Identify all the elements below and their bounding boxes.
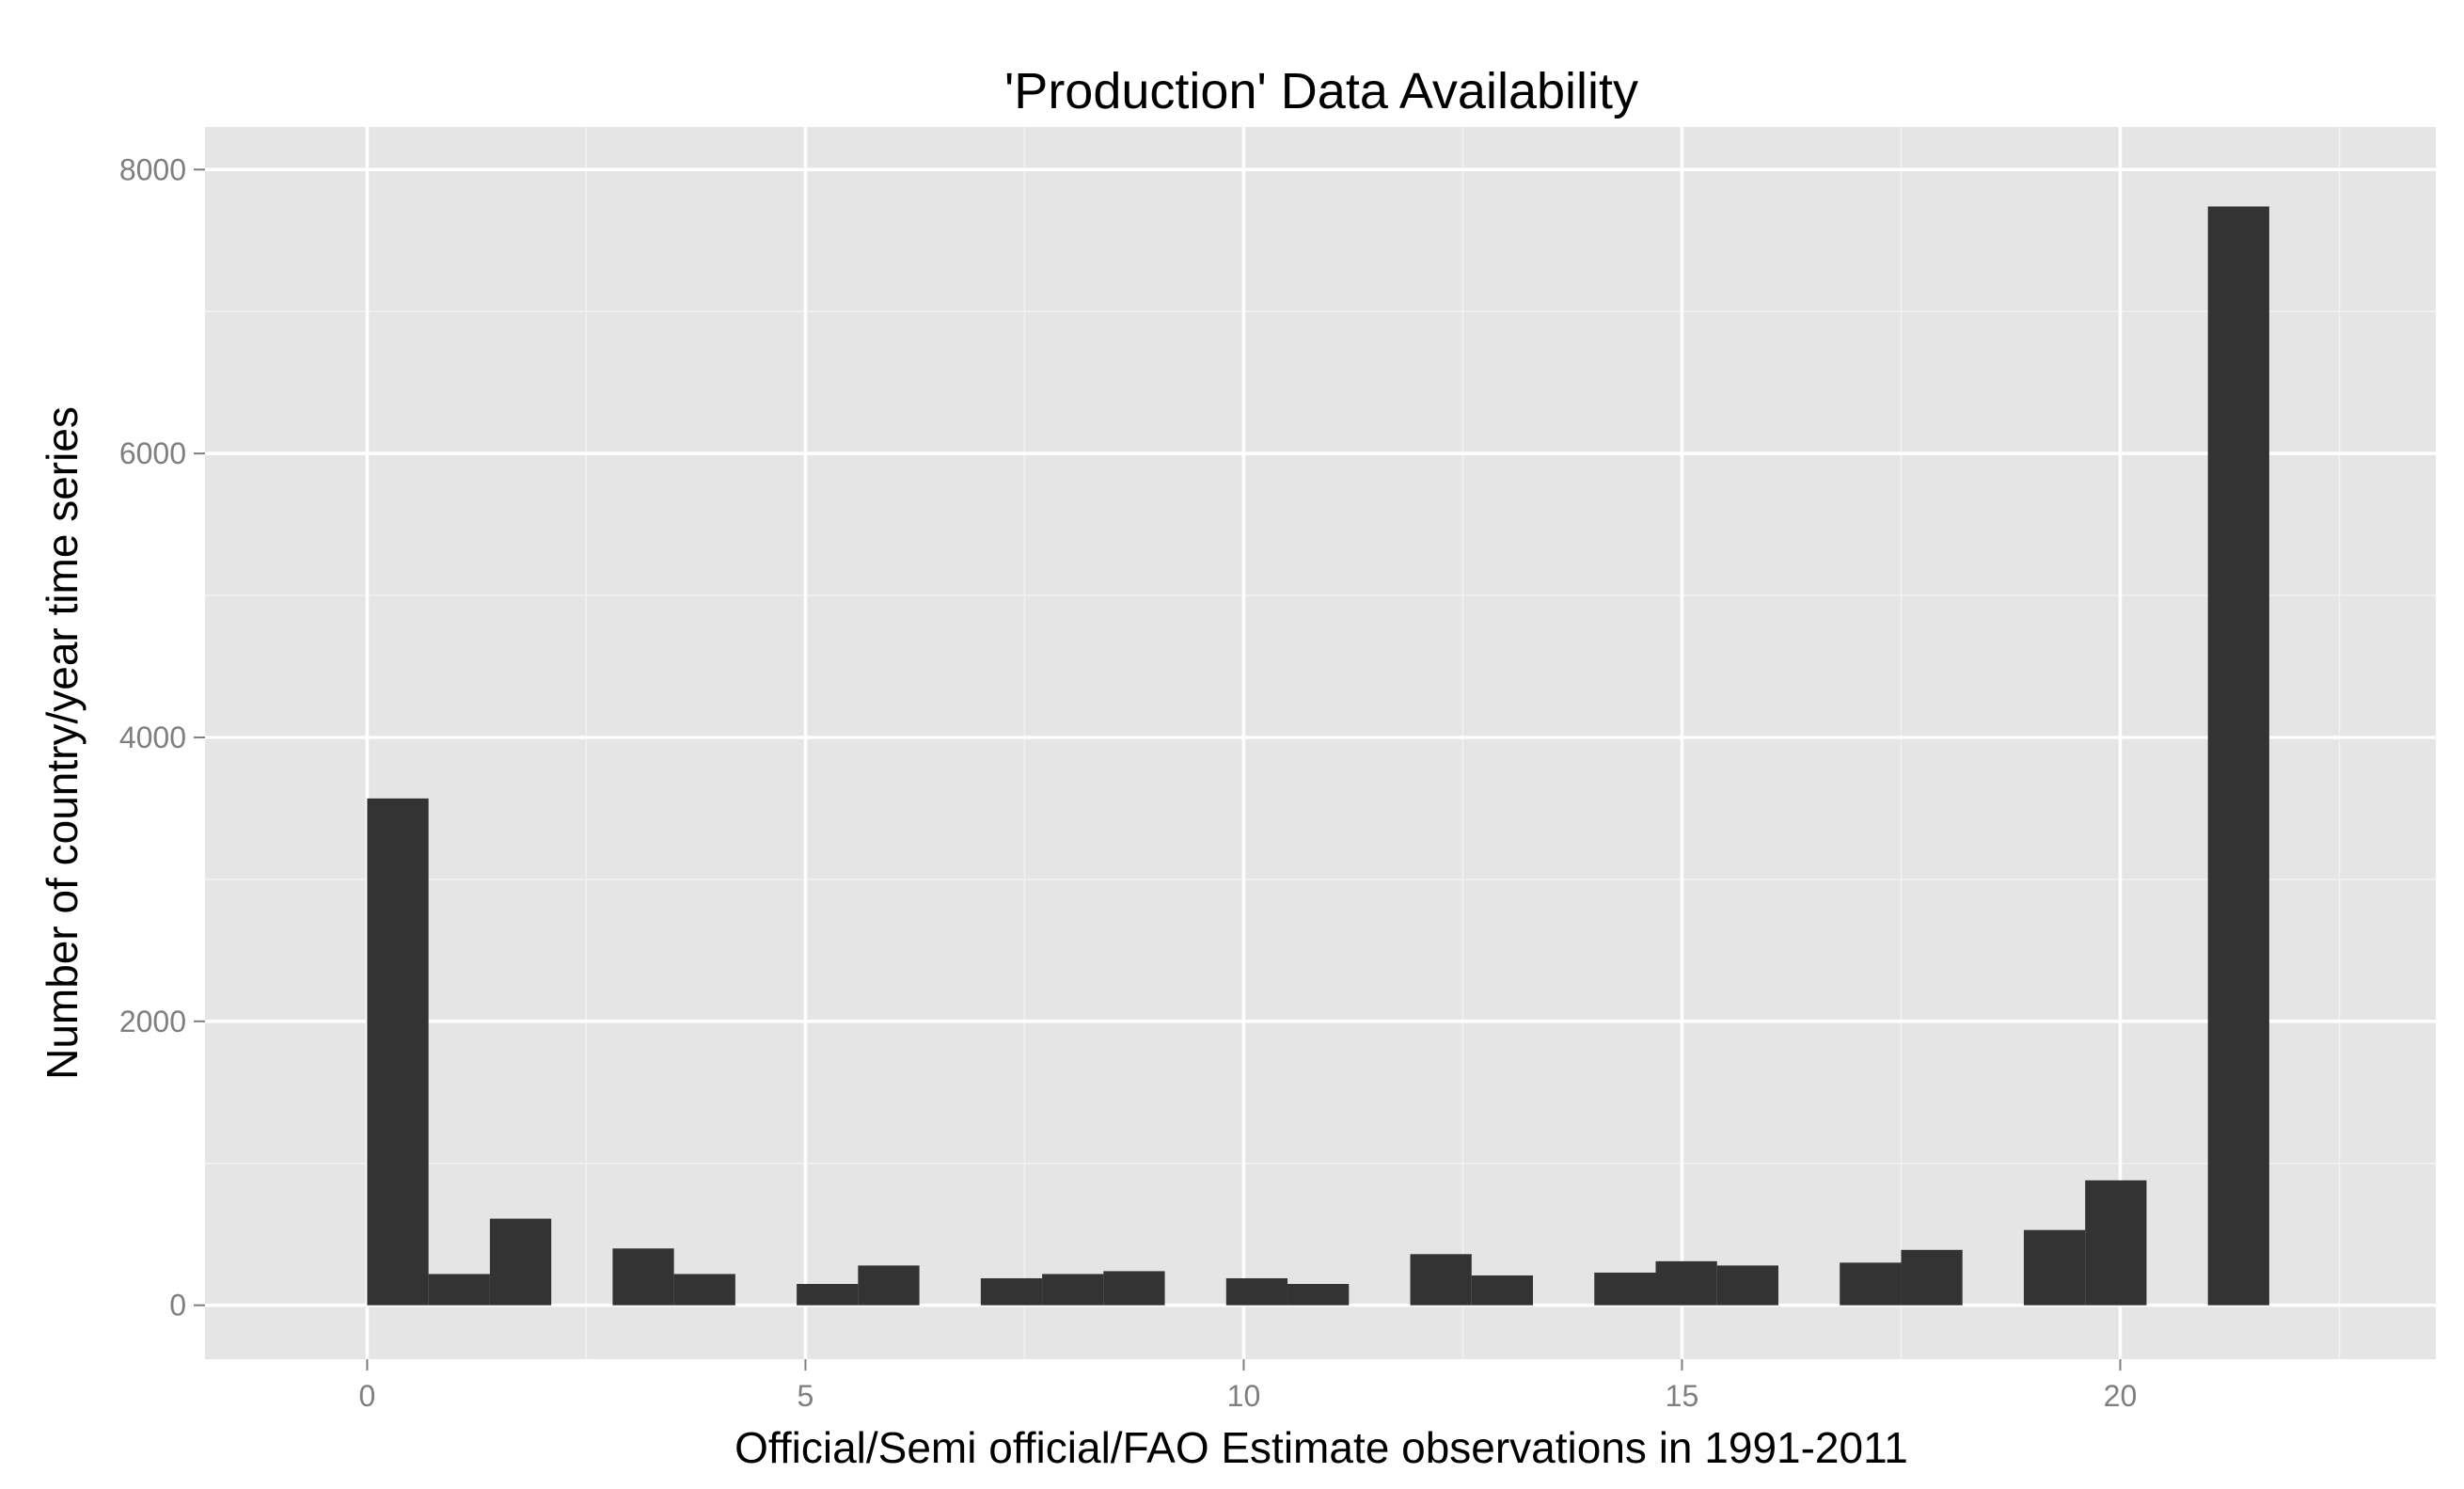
y-tick-label: 2000 [119, 1005, 186, 1038]
histogram-bar [367, 798, 429, 1306]
x-axis-label: Official/Semi official/FAO Estimate obse… [734, 1423, 1908, 1472]
histogram-bar [1225, 1277, 1288, 1306]
histogram-bar [612, 1248, 674, 1306]
chart-title: 'Production' Data Availability [1004, 63, 1638, 119]
histogram-bar [428, 1274, 490, 1306]
histogram-bar [797, 1284, 859, 1306]
histogram-bar [1471, 1275, 1534, 1306]
histogram-bar [2023, 1229, 2086, 1306]
y-tick-label: 4000 [119, 721, 186, 754]
y-tick-label: 6000 [119, 436, 186, 470]
histogram-bar [1901, 1249, 1963, 1306]
histogram-bars [367, 206, 2269, 1306]
histogram-bar [1716, 1265, 1778, 1306]
x-tick-label: 15 [1666, 1379, 1699, 1413]
histogram-bar [489, 1218, 552, 1306]
x-tick-label: 5 [798, 1379, 814, 1413]
y-axis-label: Number of country/year time series [38, 406, 87, 1080]
histogram-bar [858, 1265, 920, 1306]
y-tick-label: 0 [169, 1289, 186, 1323]
x-tick-label: 0 [359, 1379, 376, 1413]
histogram-bar [2207, 206, 2269, 1306]
x-axis: 0 5 10 15 20 [359, 1359, 2138, 1413]
histogram-bar [1287, 1284, 1350, 1306]
y-axis: 0 2000 4000 6000 8000 [119, 152, 205, 1323]
histogram-bar [673, 1274, 735, 1306]
minor-gridlines [205, 127, 2436, 1359]
y-tick-label: 8000 [119, 152, 186, 186]
histogram-bar [1655, 1260, 1717, 1306]
histogram-bar [1594, 1272, 1656, 1306]
histogram-bar [1410, 1254, 1472, 1306]
plot-panel [205, 127, 2436, 1359]
histogram-bar [2085, 1180, 2147, 1306]
x-tick-label: 10 [1227, 1379, 1261, 1413]
histogram-bar [980, 1277, 1043, 1306]
histogram-bar [1042, 1274, 1104, 1306]
histogram-bar [1103, 1271, 1165, 1306]
histogram-bar [1840, 1262, 1902, 1306]
x-tick-label: 20 [2104, 1379, 2138, 1413]
